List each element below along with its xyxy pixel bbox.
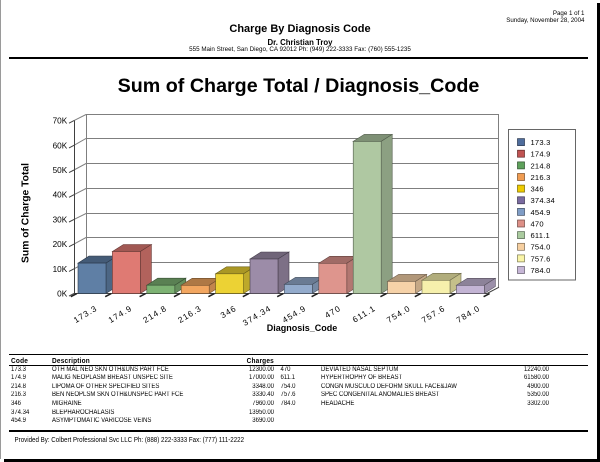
- svg-text:784.0: 784.0: [531, 266, 551, 275]
- svg-text:173.3: 173.3: [72, 303, 99, 325]
- svg-text:611.1: 611.1: [351, 303, 378, 325]
- svg-text:754.0: 754.0: [531, 243, 551, 252]
- svg-text:346: 346: [219, 303, 239, 320]
- svg-text:216.3: 216.3: [176, 303, 203, 325]
- svg-text:Diagnosis_Code: Diagnosis_Code: [267, 323, 338, 333]
- svg-text:470: 470: [531, 219, 544, 228]
- svg-text:454.9: 454.9: [531, 208, 551, 217]
- svg-text:757.6: 757.6: [531, 254, 551, 263]
- svg-text:20K: 20K: [53, 240, 68, 249]
- svg-text:174.9: 174.9: [531, 150, 551, 159]
- svg-text:214.8: 214.8: [141, 303, 168, 325]
- svg-text:173.3: 173.3: [531, 138, 551, 147]
- svg-text:10K: 10K: [53, 265, 68, 274]
- svg-text:470: 470: [323, 303, 343, 320]
- svg-text:374.34: 374.34: [531, 196, 555, 205]
- svg-text:30K: 30K: [53, 215, 68, 224]
- svg-text:174.9: 174.9: [106, 303, 133, 325]
- svg-text:611.1: 611.1: [531, 231, 550, 240]
- svg-text:70K: 70K: [53, 117, 68, 126]
- svg-text:214.8: 214.8: [531, 161, 551, 170]
- svg-text:50K: 50K: [53, 166, 68, 175]
- svg-text:454.9: 454.9: [280, 303, 307, 325]
- svg-text:60K: 60K: [53, 141, 68, 150]
- svg-text:346: 346: [531, 185, 544, 194]
- svg-text:216.3: 216.3: [531, 173, 551, 182]
- svg-text:784.0: 784.0: [454, 303, 481, 325]
- svg-text:40K: 40K: [53, 191, 68, 200]
- svg-text:0K: 0K: [57, 290, 68, 299]
- svg-text:Sum of Charge Total: Sum of Charge Total: [21, 163, 32, 263]
- svg-text:757.6: 757.6: [420, 303, 447, 325]
- svg-text:754.0: 754.0: [385, 303, 412, 325]
